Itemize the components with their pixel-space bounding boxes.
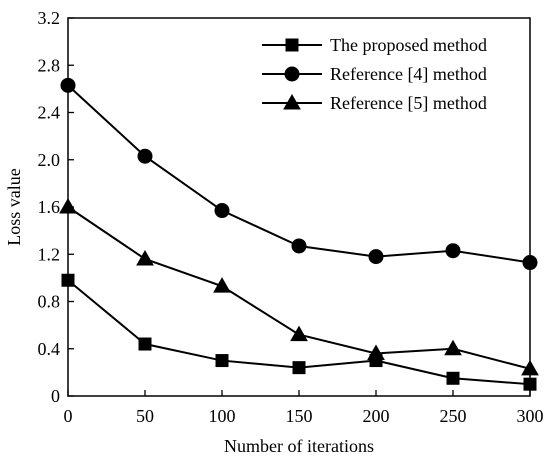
legend-label: Reference [5] method — [330, 93, 487, 113]
x-tick-label: 50 — [136, 406, 154, 426]
legend-label: The proposed method — [330, 35, 487, 55]
legend-marker — [283, 93, 301, 110]
x-axis-title: Number of iterations — [224, 436, 374, 456]
legend-marker — [285, 38, 299, 52]
y-tick-label: 2.4 — [38, 103, 61, 123]
data-point — [61, 273, 75, 287]
series-1 — [61, 273, 537, 391]
data-point — [522, 255, 538, 271]
y-tick-label: 2.0 — [38, 150, 61, 170]
data-point — [137, 148, 153, 164]
data-point — [291, 238, 307, 254]
data-point — [59, 197, 77, 214]
y-axis-title: Loss value — [4, 168, 24, 245]
data-point — [523, 377, 537, 391]
legend: The proposed method Reference [4] method R… — [262, 35, 487, 113]
x-tick-label: 150 — [286, 406, 313, 426]
data-point — [444, 339, 462, 356]
legend-item: Reference [5] method — [262, 93, 487, 113]
legend-item: The proposed method — [262, 35, 487, 55]
x-tick-label: 250 — [440, 406, 467, 426]
series-line — [67, 206, 531, 370]
x-tick-label: 200 — [363, 406, 390, 426]
y-tick-label: 0 — [51, 386, 60, 406]
x-axis-ticks: 0 50 100 150 200 250 300 — [64, 390, 544, 426]
x-tick-label: 300 — [517, 406, 544, 426]
data-point — [367, 344, 385, 360]
data-point — [138, 337, 152, 351]
legend-item: Reference [4] method — [262, 64, 487, 84]
y-tick-label: 0.4 — [38, 339, 61, 359]
data-point — [368, 249, 384, 265]
legend-label: Reference [4] method — [330, 64, 487, 84]
data-point — [446, 371, 460, 385]
y-tick-label: 1.2 — [38, 244, 61, 264]
y-axis-ticks: 0 0.4 0.8 1.2 1.6 2.0 2.4 2.8 3.2 — [38, 8, 74, 406]
data-point — [521, 359, 539, 376]
series-2 — [60, 77, 538, 271]
series-layer — [59, 77, 539, 391]
data-point — [215, 354, 229, 368]
data-point — [292, 361, 306, 375]
y-tick-label: 1.6 — [38, 197, 61, 217]
y-tick-label: 0.8 — [38, 292, 61, 312]
data-point — [290, 325, 308, 342]
series-3 — [59, 197, 539, 376]
x-tick-label: 0 — [64, 406, 73, 426]
data-point — [60, 77, 76, 93]
x-tick-label: 100 — [209, 406, 236, 426]
legend-marker — [284, 66, 300, 82]
data-point — [445, 243, 461, 259]
data-point — [213, 277, 231, 293]
y-tick-label: 3.2 — [38, 8, 61, 28]
data-point — [136, 249, 154, 266]
data-point — [214, 203, 230, 219]
y-tick-label: 2.8 — [38, 55, 61, 75]
